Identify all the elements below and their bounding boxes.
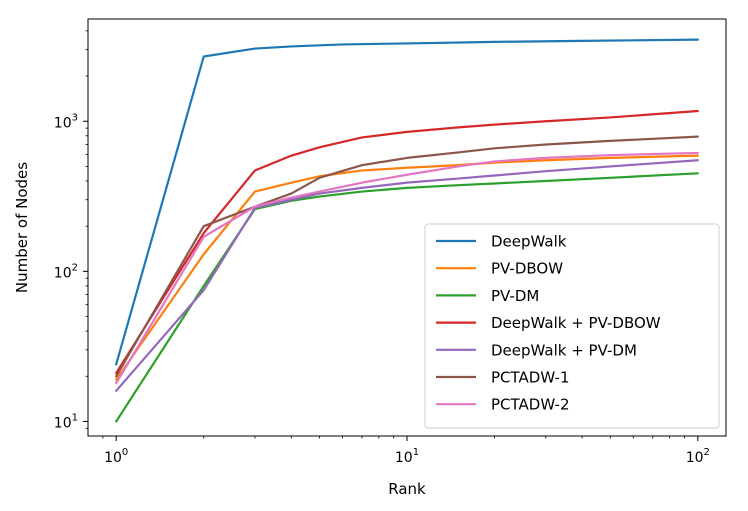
x-tick-label: 100: [104, 447, 128, 466]
x-axis: 100 101 102: [102, 436, 710, 466]
y-axis: 101 102 103: [54, 30, 88, 431]
legend-label-1: PV-DBOW: [491, 260, 563, 278]
legend-label-2: PV-DM: [491, 287, 539, 305]
legend: DeepWalk PV-DBOW PV-DM DeepWalk + PV-DBOW De…: [424, 223, 720, 429]
series-line-1: [115, 154, 699, 381]
x-tick-label: 102: [686, 447, 710, 466]
y-tick-label: 102: [54, 262, 78, 281]
series-line-5: [115, 135, 699, 378]
legend-label-3: DeepWalk + PV-DBOW: [491, 314, 661, 332]
series-line-6: [115, 151, 699, 385]
y-tick-label: 101: [54, 412, 78, 431]
legend-box: [424, 223, 720, 429]
legend-label-5: PCTADW-1: [491, 369, 570, 387]
y-tick-label: 103: [54, 112, 78, 131]
series-line-4: [115, 159, 699, 392]
series-line-0: [115, 38, 699, 366]
legend-label-0: DeepWalk: [491, 233, 567, 251]
x-tick-label: 101: [395, 447, 419, 466]
legend-label-4: DeepWalk + PV-DM: [491, 341, 637, 359]
series-line-3: [115, 109, 699, 375]
legend-label-6: PCTADW-2: [491, 396, 570, 414]
x-axis-label: Rank: [388, 480, 426, 498]
y-axis-label: Number of Nodes: [13, 162, 31, 293]
plot-area: [115, 38, 699, 423]
